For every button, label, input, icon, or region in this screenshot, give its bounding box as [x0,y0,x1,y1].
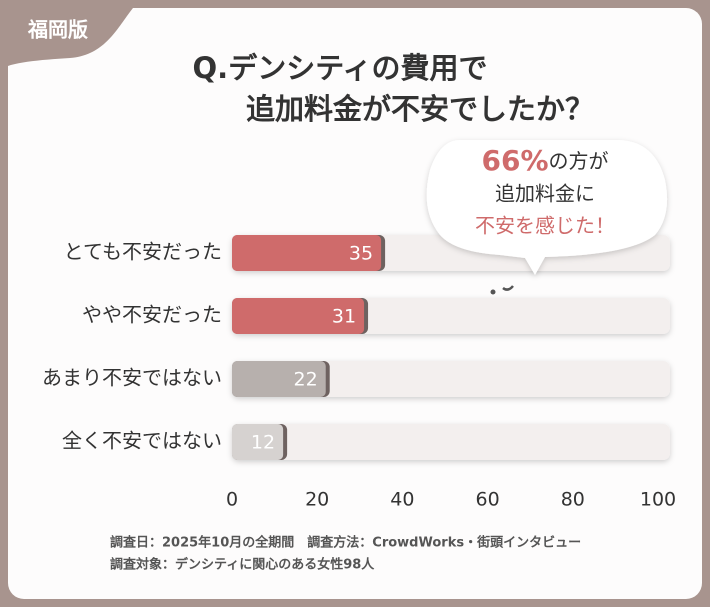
x-tick-label: 80 [561,489,585,511]
footnote: 調査日：2025年10月の全期間 調査方法：CrowdWorks・街頭インタビュ… [110,535,581,551]
title-line: 追加料金が不安でしたか？ [246,92,594,126]
category-label: とても不安だった [64,240,222,264]
title-line: Q.デンシティの費用で [193,51,488,85]
tag: 福岡版 [27,18,88,42]
x-tick-label: 20 [305,489,329,511]
x-tick-label: 0 [226,489,238,511]
bar [232,424,284,460]
dot [502,285,514,291]
callout-highlight: 66% [481,144,548,177]
tag-bg [0,0,140,70]
category-label: あまり不安ではない [42,366,222,390]
callout-text: 66%の方が [481,144,608,177]
x-tick-label: 40 [390,489,414,511]
category-label: 全く不安ではない [62,429,222,453]
callout-text: 追加料金に [495,182,595,206]
callout-bubble [426,140,668,275]
bar [232,361,326,397]
x-tick-label: 100 [640,489,676,511]
track [232,361,670,397]
value-label: 12 [251,432,275,454]
callout-text: 不安を感じた！ [475,214,615,238]
value-label: 31 [332,306,356,328]
track [232,424,670,460]
x-tick-label: 60 [476,489,500,511]
footnote: 調査対象：デンシティに関心のある女性98人 [110,557,375,573]
value-label: 35 [349,243,373,265]
bar [232,298,365,334]
value-label: 22 [294,369,318,391]
dot [490,289,496,295]
category-label: やや不安だった [82,303,222,327]
callout-rest: の方が [549,149,609,173]
bar [232,235,382,271]
